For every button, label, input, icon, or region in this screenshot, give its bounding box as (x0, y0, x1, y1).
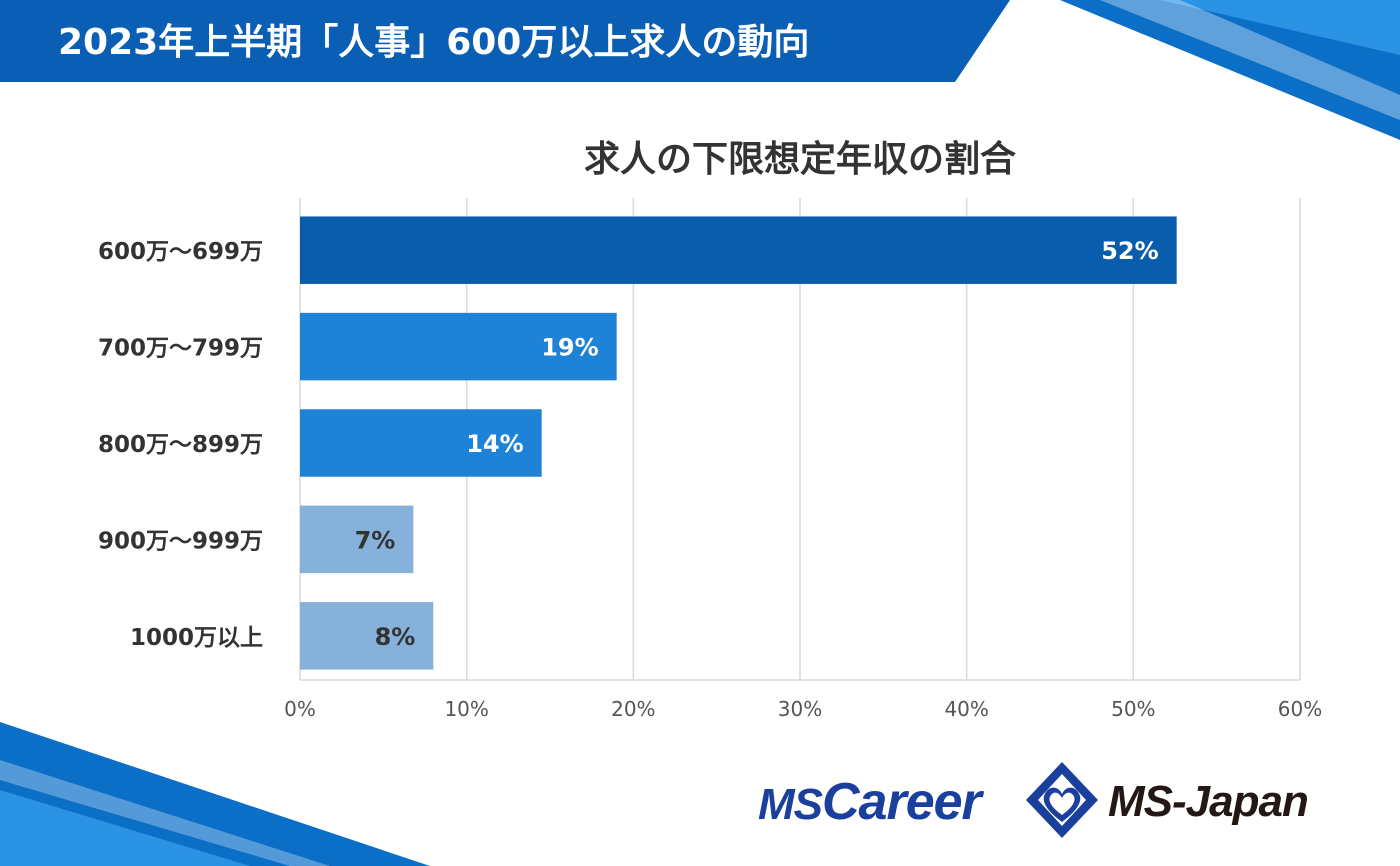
bar (300, 216, 1177, 284)
category-label: 900万～999万 (98, 528, 263, 554)
x-tick-label: 30% (778, 697, 822, 721)
value-label: 14% (466, 430, 523, 458)
corner-stripe-bottom-left-highlight (0, 760, 330, 866)
category-label: 700万～799万 (98, 336, 263, 362)
value-label: 7% (355, 526, 396, 554)
bar (300, 602, 434, 670)
bar (300, 505, 414, 574)
bar (300, 312, 617, 381)
x-tick-label: 50% (1111, 697, 1155, 721)
category-label: 1000万以上 (130, 625, 263, 651)
value-label: 19% (541, 334, 598, 362)
category-label: 800万～899万 (98, 432, 263, 458)
page-title: 2023年上半期「人事」600万以上求人の動向 (58, 22, 810, 63)
ms-career-logo: MSCareer (758, 772, 982, 832)
ms-japan-logo: MS-Japan (1108, 777, 1309, 826)
ms-career-logo-suffix: Career (822, 773, 982, 831)
category-label: 600万～699万 (98, 239, 263, 265)
chart-title: 求人の下限想定年収の割合 (583, 139, 1016, 180)
x-tick-label: 10% (444, 697, 488, 721)
bar (300, 409, 542, 477)
ms-career-logo-prefix: MS (758, 780, 823, 829)
value-label: 8% (375, 623, 416, 651)
x-tick-label: 20% (611, 697, 655, 721)
corner-stripe-top-right-light (1160, 0, 1400, 55)
corner-stripe-bottom-left-light (0, 790, 250, 866)
value-label: 52% (1101, 237, 1158, 265)
title-banner (0, 0, 1010, 82)
ms-japan-heart-diamond-icon (1026, 762, 1098, 838)
x-tick-label: 60% (1278, 697, 1322, 721)
x-tick-label: 40% (944, 697, 988, 721)
x-tick-label: 0% (284, 697, 316, 721)
corner-stripe-top-right-highlight (1100, 0, 1400, 120)
